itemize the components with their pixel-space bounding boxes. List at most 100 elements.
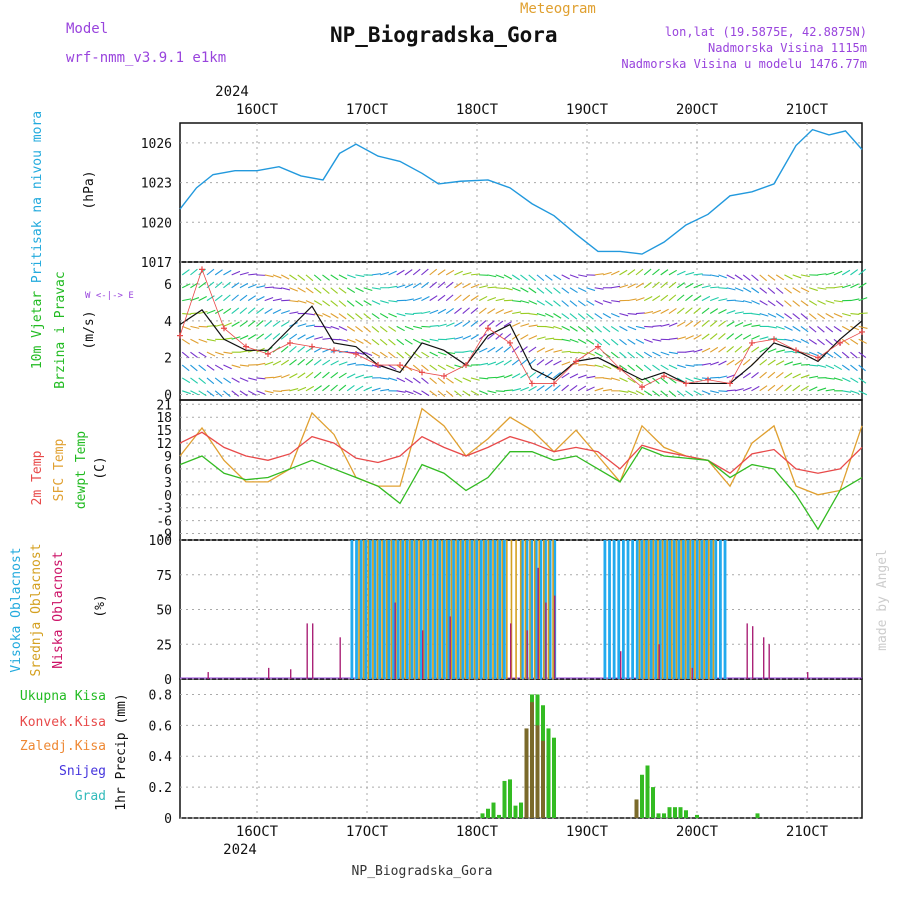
wind-arrow	[676, 390, 685, 397]
wind-arrow	[569, 384, 578, 392]
wind-arrow	[470, 334, 479, 340]
high-cloud-bar	[695, 540, 699, 679]
wind-arrow	[718, 298, 728, 302]
mid-cloud-bar	[492, 540, 494, 679]
wind-arrow	[445, 364, 455, 370]
wind-arrow	[181, 269, 190, 276]
wind-arrow	[256, 307, 264, 314]
wind-arrow	[701, 390, 711, 395]
wind-arrow	[214, 308, 224, 315]
wind-arrow	[305, 335, 315, 340]
low-cloud-bar	[658, 644, 660, 679]
wind-arrow	[330, 349, 340, 353]
wind-arrow	[371, 351, 381, 358]
wind-arrow	[322, 359, 331, 366]
wind-arrow	[462, 320, 471, 327]
wind-arrow	[784, 338, 794, 342]
wind-arrow	[817, 387, 827, 392]
wind-arrow	[313, 287, 322, 294]
high-cloud-bar	[392, 540, 395, 679]
wind-arrow	[470, 307, 479, 314]
wind-arrow	[627, 390, 637, 395]
wind-arrow	[643, 351, 653, 358]
wind-arrow	[635, 312, 645, 315]
wind-arrow	[487, 376, 497, 379]
wind-arrow	[751, 335, 760, 340]
mid-cloud-bar	[482, 540, 485, 679]
wind-arrow	[767, 300, 776, 307]
wind-arrow	[355, 287, 364, 293]
wind-arrow	[544, 313, 554, 318]
wind-arrow	[800, 287, 810, 293]
wind-arrow	[759, 274, 767, 282]
mid-cloud-bar	[524, 540, 527, 679]
sfc-temp-line	[179, 407, 863, 496]
dewpt-temp-line	[179, 446, 863, 531]
wind-arrow	[495, 320, 504, 327]
wind-arrow	[322, 371, 330, 379]
wind-arrow	[355, 338, 364, 344]
wind-arrow	[330, 384, 338, 392]
wind-arrow	[627, 283, 637, 289]
wind-arrow	[305, 312, 315, 316]
wind-arrow	[635, 325, 645, 329]
wind-arrow	[602, 313, 612, 319]
wind-arrow	[602, 338, 611, 346]
wind-arrow	[223, 364, 232, 370]
wind-arrow	[396, 312, 406, 317]
wind-arrow	[850, 298, 860, 302]
y-tick-label: 4	[164, 315, 172, 330]
wind-arrow	[330, 287, 338, 294]
wind-arrow	[355, 351, 365, 355]
wind-arrow	[858, 325, 868, 330]
wind-arrow	[289, 311, 299, 315]
wind-arrow	[421, 268, 429, 276]
wind-arrow	[454, 282, 463, 289]
wind-arrow	[412, 377, 421, 384]
wind-arrow	[388, 300, 398, 303]
wind-arrow	[833, 270, 843, 276]
wind-arrow	[305, 274, 314, 282]
high-cloud-bar	[621, 540, 625, 679]
wind-arrow	[743, 300, 753, 304]
wind-arrow	[544, 274, 553, 281]
wind-arrow	[594, 273, 604, 276]
wind-arrow	[536, 336, 546, 340]
wind-arrow	[569, 351, 579, 354]
wind-arrow	[487, 274, 497, 278]
wind-arrow	[742, 346, 751, 353]
low-cloud-bar	[746, 623, 748, 679]
high-cloud-bar	[456, 540, 460, 679]
mid-cloud-bar	[390, 540, 393, 679]
mid-cloud-bar	[506, 540, 508, 679]
x-bottom-label: 17OCT	[346, 824, 389, 840]
wind-arrow	[198, 338, 208, 343]
low-cloud-bar	[312, 623, 314, 679]
wind-arrow	[619, 312, 629, 317]
high-cloud-bar	[691, 540, 695, 679]
wind-arrow	[734, 274, 743, 281]
wind-arrow	[462, 377, 472, 382]
wind-arrow	[800, 363, 810, 366]
wind-arrow	[437, 269, 446, 276]
wind-arrow	[272, 298, 282, 302]
temp-2m-line	[179, 431, 863, 475]
mid-cloud-bar	[708, 540, 710, 679]
wind-arrow	[751, 385, 760, 392]
wind-arrow	[701, 285, 711, 289]
wind-arrow	[841, 351, 850, 359]
wind-arrow	[767, 384, 776, 392]
wind-arrow	[652, 390, 660, 397]
wind-arrow	[586, 375, 596, 379]
wind-arrow	[825, 300, 835, 304]
wind-arrow	[701, 320, 710, 327]
high-cloud-bar	[603, 540, 607, 679]
wind-arrow	[330, 325, 340, 330]
wind-arrow	[841, 325, 851, 332]
wind-arrow	[619, 269, 628, 276]
wind-arrow	[314, 336, 324, 340]
high-cloud-bar	[498, 540, 502, 679]
wind-arrow	[264, 390, 274, 394]
precip-total-bar	[640, 774, 644, 818]
wind-arrow	[668, 377, 677, 384]
